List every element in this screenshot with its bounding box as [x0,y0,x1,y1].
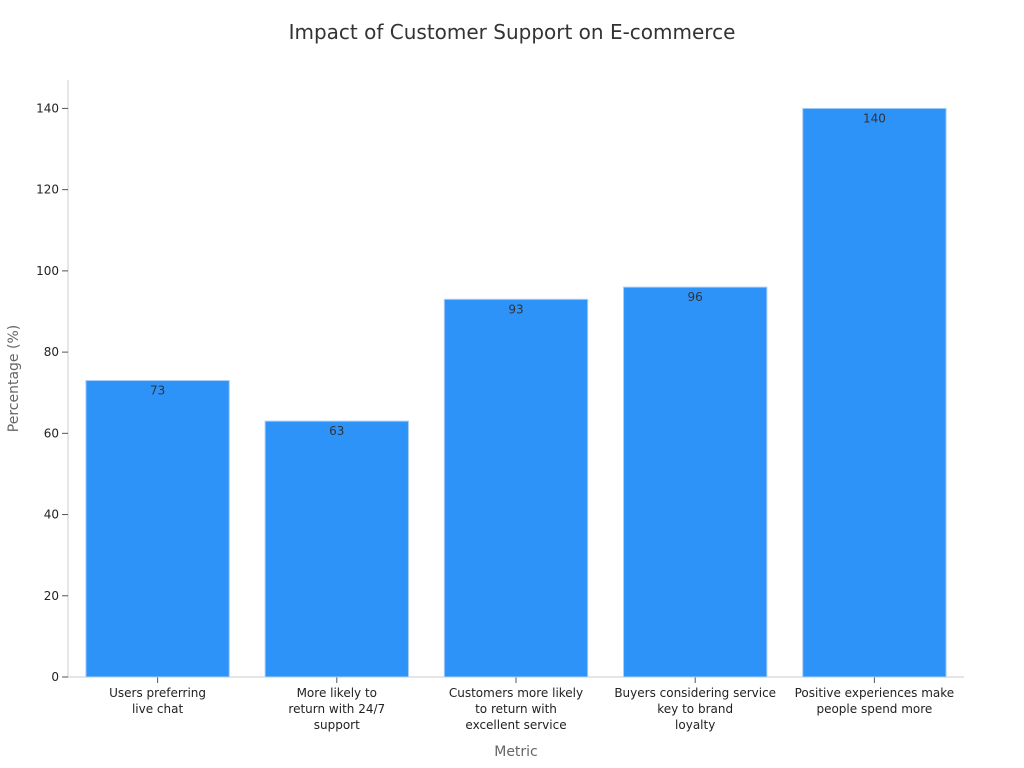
x-tick-label-line: loyalty [675,718,715,732]
labels: 0 20 40 60 80 100 120 140 73 Users preferring live… [6,101,954,760]
data-label: 63 [329,424,344,438]
bar [623,286,768,678]
y-tick-label: 120 [36,183,59,197]
data-label: 93 [508,302,523,316]
y-tick-label: 20 [44,589,59,603]
x-tick-label-line: More likely to [297,686,377,700]
bar [443,298,589,678]
y-tick-label: 100 [36,264,59,278]
data-label: 96 [688,290,703,304]
x-tick-label-line: Buyers considering service [614,686,776,700]
y-tick-label: 40 [44,508,59,522]
chart-title: Impact of Customer Support on E-commerce [288,20,736,44]
x-tick-label: More likely to return with 24/7 support [288,686,385,732]
x-tick-label: Positive experiences make people spend mo… [795,686,955,716]
x-tick-label-line: excellent service [465,718,566,732]
x-tick-label-line: Customers more likely [449,686,583,700]
bars [85,107,947,678]
y-tick-label: 80 [44,345,59,359]
x-tick-label-line: people spend more [816,702,932,716]
y-tick-label: 60 [44,426,59,440]
x-tick-label-line: Users preferring [109,686,206,700]
x-tick-label-line: to return with [475,702,557,716]
y-axis-title: Percentage (%) [6,325,22,432]
data-label: 140 [863,111,886,125]
data-label: 73 [150,384,165,398]
x-tick-label-line: Positive experiences make [795,686,955,700]
y-tick-label: 140 [36,101,59,115]
bar [802,107,947,678]
x-tick-label-line: key to brand [657,702,733,716]
bar [85,380,230,678]
x-tick-label-line: live chat [132,702,184,716]
x-tick-label-line: return with 24/7 [288,702,385,716]
y-tick-label: 0 [51,670,59,684]
x-tick-label: Buyers considering service key to brand lo… [614,686,776,732]
bar [264,420,409,678]
x-axis-title: Metric [494,744,538,760]
x-tick-label: Users preferring live chat [109,686,206,716]
x-tick-label: Customers more likely to return with excel… [449,686,583,732]
x-tick-label-line: support [314,718,360,732]
